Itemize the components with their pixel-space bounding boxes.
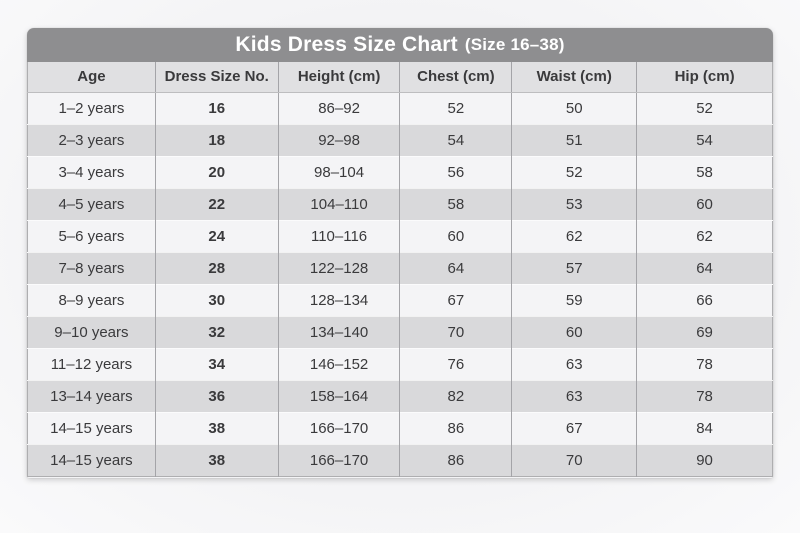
table-header: Age Dress Size No. Height (cm) Chest (cm) Wa… xyxy=(27,62,773,93)
cell-height: 158–164 xyxy=(277,379,400,412)
cell-hip: 58 xyxy=(636,155,773,188)
cell-height: 122–128 xyxy=(277,251,400,284)
cell-chest: 86 xyxy=(399,443,512,476)
cell-dress-size: 38 xyxy=(154,411,279,444)
chart-title-bar: Kids Dress Size Chart (Size 16–38) xyxy=(27,28,773,62)
cell-waist: 52 xyxy=(511,155,637,188)
cell-age: 14–15 years xyxy=(27,411,156,444)
cell-dress-size: 32 xyxy=(154,315,279,348)
cell-dress-size: 22 xyxy=(154,187,279,220)
cell-waist: 51 xyxy=(511,123,637,156)
cell-dress-size: 16 xyxy=(154,91,279,124)
cell-hip: 66 xyxy=(636,283,773,316)
cell-hip: 64 xyxy=(636,251,773,284)
cell-chest: 60 xyxy=(399,219,512,252)
column-header-height-cm: Height (cm) xyxy=(277,62,400,93)
cell-hip: 84 xyxy=(636,411,773,444)
cell-height: 166–170 xyxy=(277,411,400,444)
cell-age: 14–15 years xyxy=(27,443,156,476)
table-row: 9–10 years 32 134–140 70 60 69 xyxy=(27,315,773,348)
cell-dress-size: 38 xyxy=(154,443,279,476)
cell-age: 8–9 years xyxy=(27,283,156,316)
cell-chest: 82 xyxy=(399,379,512,412)
cell-chest: 56 xyxy=(399,155,512,188)
table-row: 8–9 years 30 128–134 67 59 66 xyxy=(27,283,773,316)
cell-hip: 69 xyxy=(636,315,773,348)
cell-hip: 62 xyxy=(636,219,773,252)
cell-chest: 58 xyxy=(399,187,512,220)
table-row: 3–4 years 20 98–104 56 52 58 xyxy=(27,155,773,188)
cell-age: 4–5 years xyxy=(27,187,156,220)
cell-dress-size: 20 xyxy=(154,155,279,188)
cell-height: 104–110 xyxy=(277,187,400,220)
cell-waist: 59 xyxy=(511,283,637,316)
cell-hip: 78 xyxy=(636,379,773,412)
cell-hip: 90 xyxy=(636,443,773,476)
table-row: 14–15 years 38 166–170 86 70 90 xyxy=(27,443,773,476)
size-table: Age Dress Size No. Height (cm) Chest (cm) Wa… xyxy=(27,62,773,477)
cell-hip: 52 xyxy=(636,91,773,124)
cell-height: 86–92 xyxy=(277,91,400,124)
cell-chest: 76 xyxy=(399,347,512,380)
column-header-hip-cm: Hip (cm) xyxy=(636,62,773,93)
cell-age: 11–12 years xyxy=(27,347,156,380)
cell-height: 146–152 xyxy=(277,347,400,380)
chart-subtitle: (Size 16–38) xyxy=(464,35,565,54)
table-body: 1–2 years 16 86–92 52 50 52 2–3 years 18 92–98 54… xyxy=(27,91,773,476)
cell-chest: 64 xyxy=(399,251,512,284)
column-header-age: Age xyxy=(27,62,156,93)
cell-dress-size: 18 xyxy=(154,123,279,156)
table-row: 2–3 years 18 92–98 54 51 54 xyxy=(27,123,773,156)
table-row: 11–12 years 34 146–152 76 63 78 xyxy=(27,347,773,380)
cell-height: 134–140 xyxy=(277,315,400,348)
cell-chest: 86 xyxy=(399,411,512,444)
cell-hip: 78 xyxy=(636,347,773,380)
chart-title: Kids Dress Size Chart xyxy=(235,33,458,56)
cell-chest: 70 xyxy=(399,315,512,348)
cell-age: 1–2 years xyxy=(27,91,156,124)
cell-waist: 62 xyxy=(511,219,637,252)
cell-waist: 63 xyxy=(511,379,637,412)
table-row: 4–5 years 22 104–110 58 53 60 xyxy=(27,187,773,220)
size-chart-card: Kids Dress Size Chart (Size 16–38) Age Dr… xyxy=(27,28,773,478)
cell-dress-size: 24 xyxy=(154,219,279,252)
cell-waist: 53 xyxy=(511,187,637,220)
cell-hip: 60 xyxy=(636,187,773,220)
table-row: 7–8 years 28 122–128 64 57 64 xyxy=(27,251,773,284)
cell-waist: 63 xyxy=(511,347,637,380)
table-header-row: Age Dress Size No. Height (cm) Chest (cm) Wa… xyxy=(27,62,773,93)
cell-age: 9–10 years xyxy=(27,315,156,348)
cell-waist: 60 xyxy=(511,315,637,348)
column-header-dress-size-no: Dress Size No. xyxy=(154,62,279,93)
cell-waist: 67 xyxy=(511,411,637,444)
cell-age: 13–14 years xyxy=(27,379,156,412)
column-header-waist-cm: Waist (cm) xyxy=(511,62,637,93)
cell-chest: 52 xyxy=(399,91,512,124)
table-row: 1–2 years 16 86–92 52 50 52 xyxy=(27,91,773,124)
cell-dress-size: 34 xyxy=(154,347,279,380)
cell-height: 166–170 xyxy=(277,443,400,476)
cell-chest: 54 xyxy=(399,123,512,156)
cell-age: 5–6 years xyxy=(27,219,156,252)
cell-height: 110–116 xyxy=(277,219,400,252)
cell-dress-size: 30 xyxy=(154,283,279,316)
cell-dress-size: 36 xyxy=(154,379,279,412)
cell-waist: 50 xyxy=(511,91,637,124)
cell-height: 128–134 xyxy=(277,283,400,316)
cell-height: 92–98 xyxy=(277,123,400,156)
cell-hip: 54 xyxy=(636,123,773,156)
table-row: 14–15 years 38 166–170 86 67 84 xyxy=(27,411,773,444)
cell-waist: 57 xyxy=(511,251,637,284)
cell-age: 2–3 years xyxy=(27,123,156,156)
table-row: 5–6 years 24 110–116 60 62 62 xyxy=(27,219,773,252)
cell-age: 3–4 years xyxy=(27,155,156,188)
table-row: 13–14 years 36 158–164 82 63 78 xyxy=(27,379,773,412)
cell-age: 7–8 years xyxy=(27,251,156,284)
cell-chest: 67 xyxy=(399,283,512,316)
cell-height: 98–104 xyxy=(277,155,400,188)
cell-dress-size: 28 xyxy=(154,251,279,284)
column-header-chest-cm: Chest (cm) xyxy=(399,62,512,93)
cell-waist: 70 xyxy=(511,443,637,476)
